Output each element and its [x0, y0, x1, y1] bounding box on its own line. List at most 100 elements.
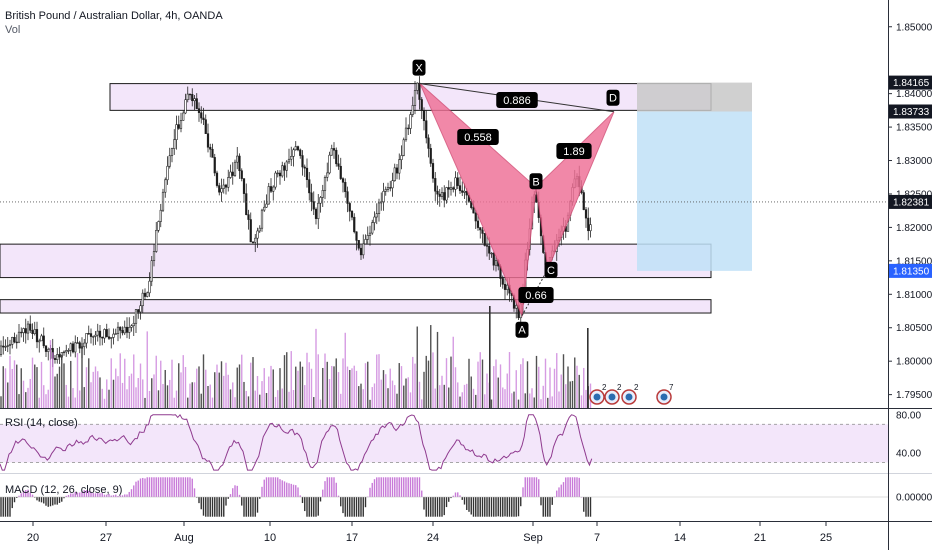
- volume-bar: [175, 390, 178, 408]
- candle-body: [8, 344, 12, 346]
- volume-bar: [378, 354, 380, 408]
- candle-body: [398, 159, 401, 174]
- macd-histogram-bar: [565, 477, 567, 497]
- macd-histogram-bar: [11, 497, 13, 509]
- candle-body: [4, 346, 7, 348]
- macd-histogram-bar: [306, 497, 308, 517]
- macd-histogram-bar: [135, 481, 137, 497]
- candle-body: [458, 185, 462, 191]
- macd-histogram-bar: [380, 477, 382, 497]
- volume-bar: [434, 388, 436, 408]
- volume-bar: [295, 366, 297, 408]
- volume-bar: [394, 385, 396, 408]
- volume-bar: [407, 377, 409, 408]
- volume-bar: [551, 396, 553, 408]
- volume-bar: [92, 371, 94, 408]
- macd-histogram-bar: [378, 477, 380, 497]
- macd-histogram-bar: [495, 497, 497, 517]
- macd-histogram-bar: [400, 477, 403, 497]
- macd-histogram-bar: [142, 477, 144, 497]
- macd-histogram-bar: [522, 487, 524, 497]
- macd-histogram-bar: [504, 497, 506, 517]
- macd-histogram-bar: [342, 497, 344, 514]
- candle-body: [130, 325, 133, 328]
- candle-body: [404, 127, 408, 141]
- volume-bar: [18, 394, 20, 408]
- candle-body: [155, 230, 158, 252]
- volume-bar: [13, 360, 16, 408]
- volume-bar: [133, 354, 135, 408]
- volume-bar: [110, 358, 112, 408]
- macd-histogram-bar: [364, 497, 367, 508]
- candle-body: [202, 117, 205, 120]
- macd-histogram-bar: [349, 497, 351, 517]
- macd-histogram-bar: [396, 477, 398, 497]
- event-flag-icon: [625, 393, 633, 401]
- volume-bar: [443, 384, 445, 408]
- volume-bar: [301, 366, 304, 408]
- macd-histogram-bar: [124, 494, 126, 497]
- candle-body: [375, 213, 378, 218]
- volume-bar: [112, 379, 115, 408]
- volume-bar: [454, 367, 457, 408]
- candle-body: [371, 222, 374, 234]
- volume-bar: [27, 387, 29, 408]
- volume-bar: [385, 374, 387, 408]
- volume-bar: [254, 390, 256, 408]
- volume-bar: [583, 367, 585, 408]
- harmonic-point-c: C: [547, 265, 555, 277]
- harmonic-point-a-bg: [515, 321, 529, 338]
- volume-bar: [268, 376, 270, 408]
- macd-histogram-bar: [92, 493, 94, 497]
- volume-bar: [151, 378, 153, 408]
- support-resistance-zone: [109, 83, 712, 111]
- volume-bar: [261, 381, 263, 408]
- macd-histogram-bar: [166, 477, 169, 497]
- macd-histogram-bar: [67, 494, 70, 497]
- volume-bar: [214, 372, 216, 408]
- volume-bar: [7, 382, 9, 408]
- macd-histogram-bar: [274, 477, 277, 497]
- volume-bar: [398, 363, 400, 408]
- macd-histogram-bar: [169, 477, 171, 497]
- macd-histogram-bar: [18, 495, 20, 497]
- volume-bar: [423, 371, 425, 408]
- macd-histogram-layer: [0, 477, 592, 517]
- candle-body: [177, 124, 180, 129]
- volume-bar: [182, 355, 184, 408]
- macd-histogram-bar: [466, 497, 468, 510]
- macd-histogram-bar: [200, 497, 202, 510]
- macd-histogram-bar: [448, 497, 450, 502]
- macd-histogram-bar: [445, 497, 448, 508]
- macd-histogram-bar: [362, 497, 364, 517]
- volume-bar: [169, 379, 171, 408]
- candle-body: [281, 165, 284, 177]
- candle-body: [461, 190, 464, 193]
- harmonic-point-d-bg: [606, 89, 620, 106]
- candle-body: [137, 309, 140, 313]
- candle-body: [582, 192, 585, 210]
- macd-histogram-bar: [99, 493, 101, 497]
- macd-histogram-bar: [529, 477, 531, 497]
- macd-histogram-bar: [468, 497, 470, 512]
- macd-histogram-bar: [531, 477, 533, 497]
- volume-bar: [517, 399, 520, 408]
- volume-bar: [247, 396, 250, 408]
- macd-histogram-bar: [236, 485, 238, 497]
- macd-histogram-bar: [148, 477, 151, 497]
- macd-histogram-bar: [146, 477, 148, 497]
- volume-bar: [299, 361, 301, 408]
- macd-histogram-bar: [569, 477, 571, 497]
- candle-body: [452, 187, 455, 190]
- volume-bar: [166, 385, 169, 408]
- candle-body: [287, 158, 291, 163]
- macd-histogram-bar: [481, 497, 484, 517]
- macd-histogram-bar: [250, 497, 252, 517]
- macd-histogram-bar: [106, 494, 108, 497]
- candle-body: [240, 170, 243, 179]
- macd-histogram-bar: [34, 497, 36, 498]
- candle-body: [400, 155, 403, 161]
- volume-bar: [173, 397, 175, 408]
- macd-histogram-bar: [209, 497, 211, 517]
